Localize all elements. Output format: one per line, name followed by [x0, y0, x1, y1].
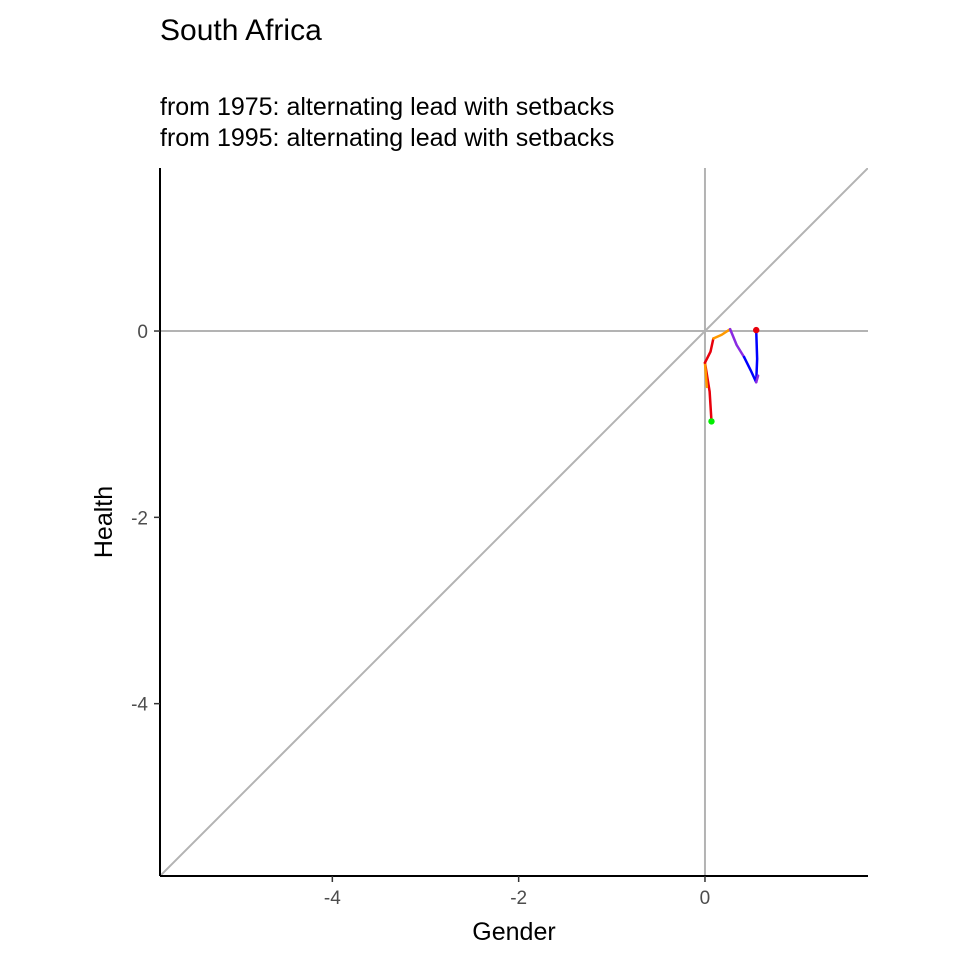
trajectory-segment-6	[742, 328, 759, 384]
trajectory-segment-2	[703, 361, 709, 389]
x-tick-label-2: -2	[510, 888, 527, 909]
trajectory-end-point	[753, 326, 760, 334]
trajectory-segment-7	[754, 374, 760, 384]
x-axis-ticks: -4 -2 0	[324, 876, 710, 909]
trajectory-segment-3	[703, 337, 715, 364]
y-tick-label-3: -4	[131, 695, 148, 716]
chart-subtitle-line-2: from 1995: alternating lead with setback…	[160, 124, 614, 152]
trajectory-segment-5	[728, 327, 746, 359]
trajectory-start-point	[708, 418, 715, 425]
y-tick-label-2: -2	[131, 508, 148, 529]
y-axis-title: Health	[90, 486, 118, 558]
y-axis-ticks: 0 -2 -4	[131, 322, 160, 716]
x-axis-title: Gender	[472, 918, 555, 946]
x-tick-label-1: -4	[324, 888, 341, 909]
chart-subtitle-line-1: from 1975: alternating lead with setback…	[160, 93, 614, 121]
x-tick-label-3: 0	[700, 888, 711, 909]
chart-title: South Africa	[160, 14, 322, 47]
identity-diagonal-line	[160, 168, 868, 876]
data-layer	[703, 326, 760, 425]
trajectory-segment-4	[712, 327, 732, 340]
y-tick-label-1: 0	[137, 322, 148, 343]
reference-lines	[160, 168, 868, 876]
